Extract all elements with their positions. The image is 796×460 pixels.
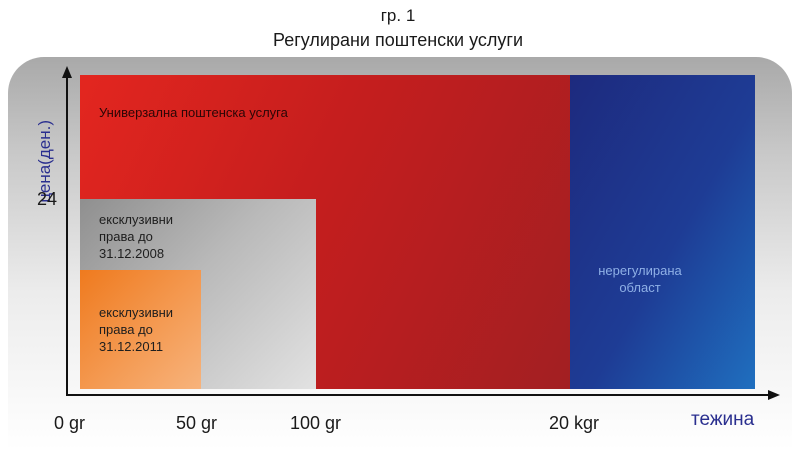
x-tick-label: 20 kgr: [549, 413, 600, 433]
label-exclusive-2011-line3: 31.12.2011: [99, 339, 164, 354]
label-exclusive-2008-line3: 31.12.2008: [99, 246, 165, 261]
x-tick-label: 100 gr: [290, 413, 342, 433]
y-axis-line: [66, 76, 68, 395]
label-unregulated-line2: област: [619, 280, 661, 295]
label-exclusive-rights-2011: ексклузивни права до 31.12.2011: [99, 304, 199, 355]
x-tick-label: 0 gr: [54, 413, 86, 433]
x-tick-label: 50 gr: [176, 413, 218, 433]
y-axis-arrow-icon: [62, 66, 72, 78]
y-tick-label: 24: [37, 189, 58, 209]
figure-title: Регулирани поштенски услуги: [272, 30, 523, 50]
figure-number: гр. 1: [380, 6, 416, 25]
x-axis-line: [66, 394, 770, 396]
x-axis-arrow-icon: [768, 390, 780, 400]
x-axis-title: тежина: [691, 409, 755, 430]
label-exclusive-rights-2008: ексклузивни права до 31.12.2008: [99, 211, 219, 262]
label-unregulated-line1: нерегулирана: [598, 263, 682, 278]
region-exclusive-rights-2011: [80, 270, 201, 389]
label-universal-postal-service: Универзална поштенска услуга: [99, 105, 288, 120]
label-exclusive-2011-line1: ексклузивни: [99, 305, 174, 320]
label-exclusive-2008-line1: ексклузивни: [99, 212, 174, 227]
label-exclusive-2011-line2: права до: [99, 322, 153, 337]
label-unregulated: нерегулирана област: [580, 262, 700, 296]
region-unregulated: [570, 75, 755, 389]
label-exclusive-2008-line2: права до: [99, 229, 153, 244]
